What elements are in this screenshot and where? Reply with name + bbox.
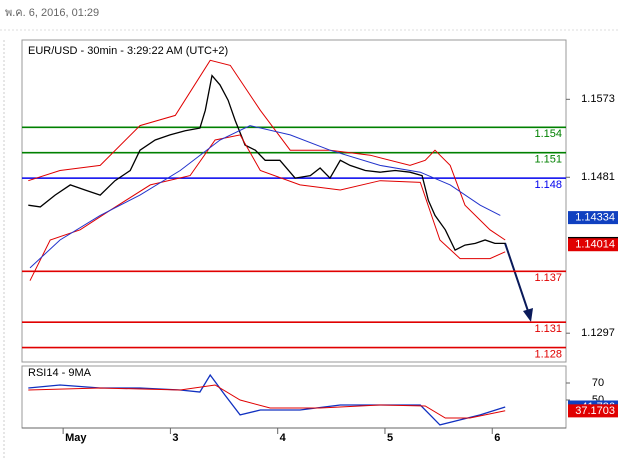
series-line	[28, 373, 506, 426]
level-label: 1.128	[534, 349, 562, 361]
y-tick-label: 1.1481	[581, 171, 615, 183]
series-line	[28, 384, 506, 419]
x-tick-label: 3	[172, 432, 178, 444]
series-line	[28, 59, 506, 241]
price-badge	[568, 238, 618, 252]
series-line	[29, 134, 506, 281]
series-line	[28, 74, 506, 251]
level-label: 1.148	[534, 179, 562, 191]
price-panel	[21, 39, 567, 363]
x-tick-label: May	[65, 432, 87, 444]
chart-title: EUR/USD - 30min - 3:29:22 AM (UTC+2)	[28, 45, 228, 57]
level-label: 1.131	[534, 323, 562, 335]
price-badge	[568, 211, 618, 225]
x-tick-label: 6	[494, 432, 500, 444]
price-badge-label: 37.1703	[575, 405, 615, 417]
header-date: พ.ค. 6, 2016, 01:29	[5, 7, 99, 19]
arrow-head	[523, 308, 533, 322]
price-badge-label: 1.14334	[575, 212, 615, 224]
price-badge	[568, 404, 618, 418]
forecast-arrow	[504, 242, 530, 315]
x-tick-label: 5	[387, 432, 393, 444]
price-badge-label: 1.14014	[575, 239, 615, 251]
y-tick-label: 1.1573	[581, 93, 615, 105]
x-tick-label: 4	[280, 432, 287, 444]
level-label: 1.154	[534, 128, 562, 140]
y-tick-label: 70	[592, 377, 604, 389]
rsi-title: RSI14 - 9MA	[28, 367, 92, 379]
series-line	[29, 125, 501, 269]
y-tick-label: 1.1297	[581, 327, 615, 339]
level-label: 1.137	[534, 272, 562, 284]
level-label: 1.151	[534, 154, 562, 166]
